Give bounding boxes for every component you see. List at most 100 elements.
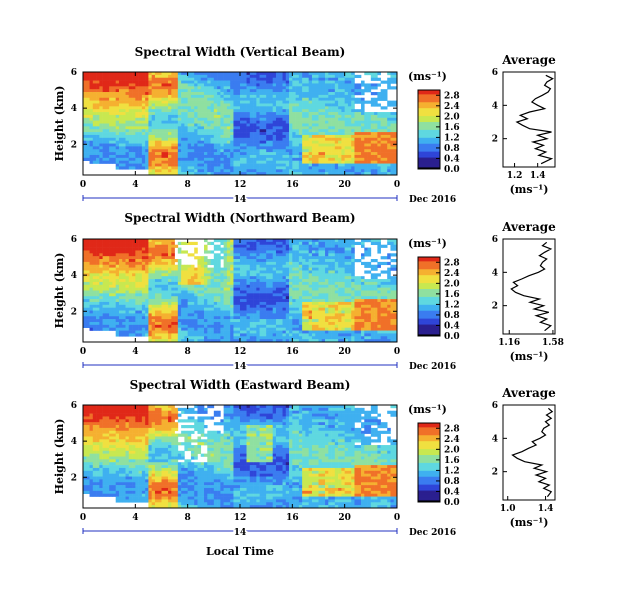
- heatmap-cell: [191, 299, 195, 302]
- heatmap-cell: [178, 129, 182, 132]
- heatmap-cell: [197, 262, 201, 265]
- heatmap-cell: [158, 106, 162, 109]
- heatmap-cell: [319, 158, 323, 161]
- heatmap-cell: [129, 89, 133, 92]
- heatmap-cell: [233, 89, 237, 92]
- heatmap-cell: [312, 112, 316, 115]
- heatmap-cell: [86, 316, 90, 319]
- heatmap-cell: [132, 276, 136, 279]
- heatmap-cell: [152, 265, 156, 268]
- heatmap-cell: [240, 132, 244, 135]
- heatmap-cell: [390, 101, 394, 104]
- heatmap-cell: [194, 164, 198, 167]
- heatmap-cell: [181, 81, 185, 84]
- heatmap-cell: [230, 276, 234, 279]
- heatmap-cell: [126, 265, 130, 268]
- heatmap-cell: [168, 129, 172, 132]
- heatmap-cell: [335, 101, 339, 104]
- heatmap-cell: [328, 103, 332, 106]
- heatmap-cell: [191, 331, 195, 334]
- heatmap-cell: [126, 276, 130, 279]
- heatmap-cell: [364, 155, 368, 158]
- heatmap-cell: [312, 78, 316, 81]
- heatmap-cell: [96, 152, 100, 155]
- heatmap-cell: [217, 259, 221, 262]
- heatmap-cell: [260, 124, 264, 127]
- heatmap-cell: [233, 299, 237, 302]
- heatmap-cell: [184, 126, 188, 129]
- heatmap-cell: [390, 112, 394, 115]
- heatmap-cell: [269, 146, 273, 149]
- heatmap-cell: [116, 268, 120, 271]
- heatmap-cell: [204, 109, 208, 112]
- heatmap-cell: [279, 164, 283, 167]
- heatmap-cell: [197, 161, 201, 164]
- heatmap-cell: [126, 132, 130, 135]
- heatmap-cell: [145, 144, 149, 147]
- heatmap-cell: [325, 129, 329, 132]
- heatmap-cell: [201, 115, 205, 118]
- heatmap-cell: [109, 109, 113, 112]
- heatmap-cell: [233, 169, 237, 172]
- heatmap-cell: [299, 141, 303, 144]
- heatmap-cell: [335, 161, 339, 164]
- heatmap-cell: [345, 103, 349, 106]
- heatmap-cell: [99, 325, 103, 328]
- heatmap-cell: [381, 144, 385, 147]
- heatmap-cell: [227, 86, 231, 89]
- heatmap-cell: [325, 98, 329, 101]
- heatmap-cell: [283, 115, 287, 118]
- heatmap-cell: [158, 288, 162, 291]
- heatmap-cell: [86, 121, 90, 124]
- heatmap-cell: [191, 336, 195, 339]
- heatmap-cell: [211, 311, 215, 314]
- heatmap-cell: [168, 164, 172, 167]
- heatmap-cell: [230, 124, 234, 127]
- heatmap-cell: [377, 129, 381, 132]
- heatmap-cell: [384, 89, 388, 92]
- heatmap-cell: [142, 89, 146, 92]
- heatmap-cell: [106, 86, 110, 89]
- heatmap-cell: [126, 305, 130, 308]
- heatmap-cell: [109, 245, 113, 248]
- heatmap-cell: [302, 112, 306, 115]
- heatmap-cell: [86, 75, 90, 78]
- heatmap-cell: [364, 146, 368, 149]
- heatmap-cell: [260, 135, 264, 138]
- heatmap-cell: [129, 256, 133, 259]
- heatmap-cell: [256, 152, 260, 155]
- heatmap-cell: [90, 242, 94, 245]
- heatmap-cell: [197, 135, 201, 138]
- heatmap-cell: [139, 152, 143, 155]
- heatmap-cell: [175, 285, 179, 288]
- heatmap-cell: [247, 92, 251, 95]
- heatmap-cell: [296, 132, 300, 135]
- heatmap-cell: [322, 83, 326, 86]
- heatmap-cell: [371, 169, 375, 172]
- heatmap-cell: [106, 279, 110, 282]
- heatmap-cell: [165, 98, 169, 101]
- heatmap-cell: [325, 75, 329, 78]
- heatmap-cell: [325, 155, 329, 158]
- heatmap-cell: [204, 245, 208, 248]
- heatmap-cell: [158, 270, 162, 273]
- heatmap-cell: [135, 305, 139, 308]
- heatmap-cell: [354, 101, 358, 104]
- heatmap-cell: [322, 126, 326, 129]
- heatmap-cell: [171, 268, 175, 271]
- heatmap-cell: [276, 124, 280, 127]
- heatmap-cell: [148, 248, 152, 251]
- heatmap-cell: [299, 95, 303, 98]
- heatmap-cell: [132, 138, 136, 141]
- heatmap-cell: [319, 161, 323, 164]
- heatmap-cell: [302, 83, 306, 86]
- heatmap-cell: [158, 81, 162, 84]
- heatmap-cell: [325, 103, 329, 106]
- heatmap-cell: [96, 89, 100, 92]
- heatmap-cell: [227, 124, 231, 127]
- heatmap-cell: [283, 118, 287, 121]
- heatmap-cell: [191, 319, 195, 322]
- heatmap-cell: [374, 155, 378, 158]
- heatmap-cell: [338, 126, 342, 129]
- heatmap-cell: [93, 276, 97, 279]
